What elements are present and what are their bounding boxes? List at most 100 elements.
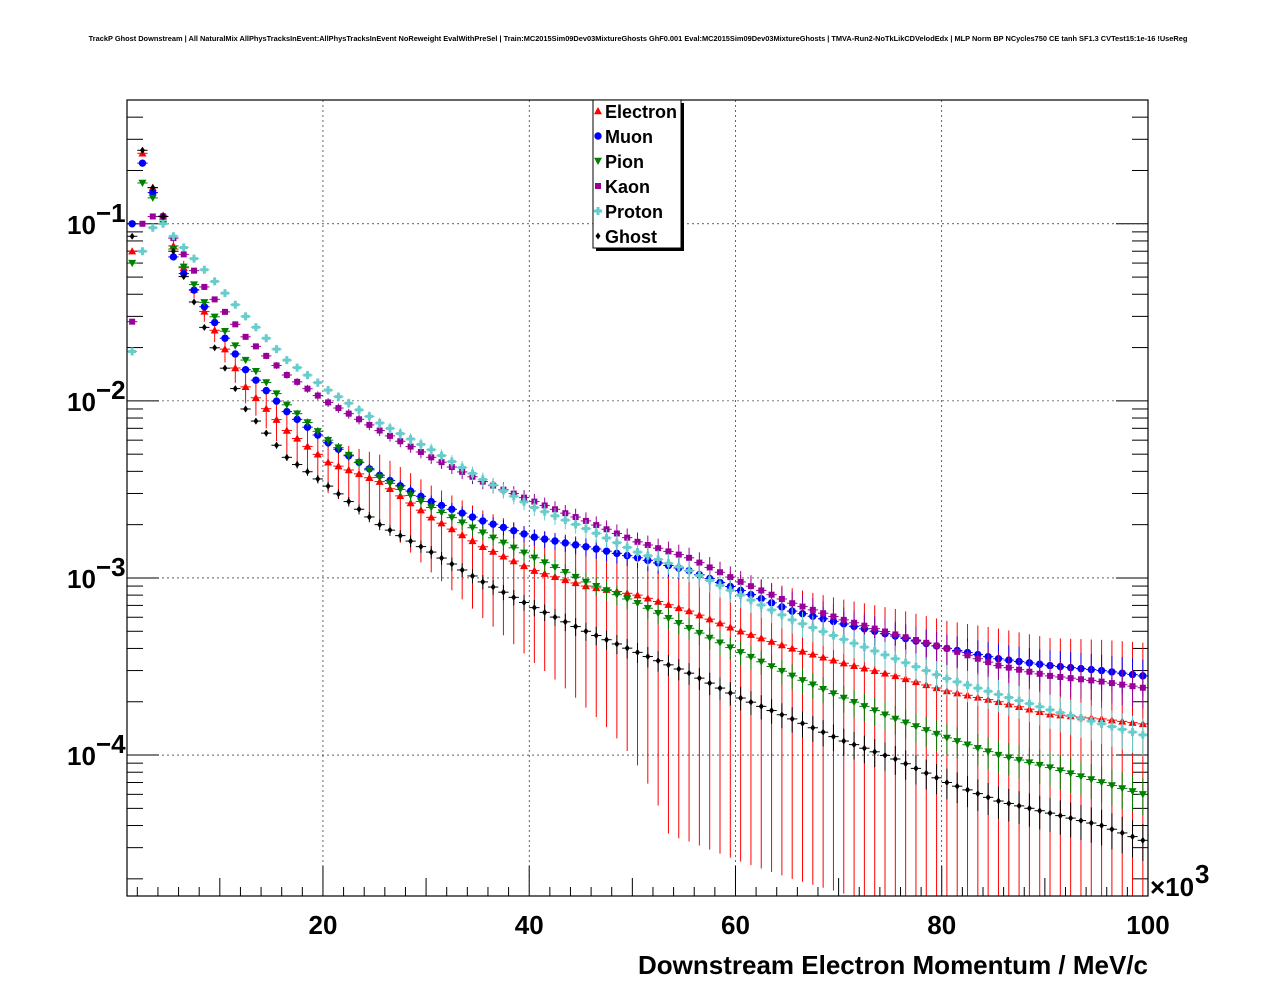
data-point: [726, 623, 735, 631]
data-point: [1128, 788, 1137, 796]
data-point: [1035, 702, 1044, 711]
data-point: [829, 631, 838, 640]
data-point: [150, 184, 156, 192]
data-point: [686, 669, 692, 677]
data-point: [973, 744, 982, 753]
data-point: [746, 653, 755, 662]
data-point: [561, 569, 570, 577]
data-point: [211, 296, 218, 303]
data-point: [437, 509, 446, 517]
data-point: [149, 188, 157, 197]
data-point: [1138, 730, 1147, 739]
data-point: [748, 698, 754, 706]
data-point: [788, 644, 797, 652]
data-point: [469, 572, 475, 580]
data-point: [159, 219, 168, 228]
data-point: [550, 564, 559, 572]
data-point: [1108, 680, 1115, 687]
data-point: [984, 748, 993, 756]
data-point: [355, 469, 364, 478]
data-point: [819, 685, 828, 694]
data-point: [860, 664, 869, 672]
data-point: [716, 619, 725, 627]
data-point: [272, 415, 281, 423]
data-point: [1119, 681, 1126, 688]
data-point: [241, 382, 250, 391]
data-point: [676, 665, 682, 673]
x-tick-label: 100: [1126, 910, 1169, 940]
data-point: [550, 511, 559, 520]
data-point: [212, 344, 218, 352]
data-point: [695, 611, 704, 619]
data-point: [798, 677, 807, 685]
data-point: [365, 473, 374, 481]
data-point: [241, 365, 250, 374]
data-point: [149, 213, 156, 220]
data-point: [386, 432, 393, 439]
data-point: [169, 253, 178, 261]
data-point: [551, 537, 559, 545]
data-point: [891, 654, 900, 663]
data-point: [511, 593, 517, 601]
data-point: [324, 458, 333, 466]
legend: Electron Muon Pion Kaon Proton Ghost: [592, 99, 684, 251]
data-point: [665, 661, 671, 669]
data-point: [272, 397, 281, 405]
data-point: [447, 457, 456, 466]
data-point: [602, 587, 611, 595]
data-point: [262, 404, 271, 412]
data-point: [179, 243, 188, 252]
data-point: [377, 521, 383, 529]
data-point: [922, 727, 931, 735]
legend-item-electron: Electron: [594, 102, 677, 122]
data-point: [1107, 782, 1116, 790]
data-point: [942, 734, 951, 742]
data-point: [375, 418, 384, 427]
data-point: [437, 451, 446, 460]
data-point: [1077, 676, 1084, 683]
data-points: [127, 146, 1148, 896]
data-point: [654, 555, 663, 564]
data-point: [696, 674, 702, 682]
data-point: [428, 548, 434, 556]
data-point: [489, 534, 498, 542]
data-point: [397, 438, 404, 445]
data-point: [779, 711, 785, 719]
data-point: [645, 653, 651, 661]
data-point: [406, 492, 415, 500]
data-point: [458, 530, 467, 539]
data-point: [509, 557, 518, 565]
data-point: [262, 379, 271, 387]
data-point: [396, 486, 405, 494]
data-point: [746, 596, 755, 605]
data-point: [1006, 799, 1012, 807]
data-point: [573, 623, 579, 631]
data-point: [274, 441, 280, 449]
data-point: [593, 631, 599, 639]
data-point: [284, 453, 290, 461]
data-point: [635, 648, 640, 656]
data-point: [160, 212, 166, 220]
data-point: [789, 715, 795, 723]
data-point: [520, 549, 529, 557]
data-point: [995, 662, 1002, 669]
data-point: [1097, 719, 1106, 728]
data-point: [633, 600, 642, 608]
data-point: [860, 703, 869, 711]
data-point: [170, 247, 176, 255]
y-tick-label-exponent: −4: [96, 729, 126, 759]
data-point: [335, 405, 342, 412]
data-point: [861, 622, 868, 629]
data-point: [407, 443, 414, 450]
data-point: [396, 491, 405, 500]
data-point: [128, 247, 137, 255]
data-point: [1119, 829, 1125, 837]
data-point: [829, 656, 838, 664]
data-point: [1138, 791, 1147, 799]
data-point: [416, 506, 425, 514]
data-point: [222, 364, 228, 372]
data-point: [231, 300, 240, 309]
data-point: [860, 643, 869, 652]
data-point: [129, 232, 135, 240]
data-point: [210, 318, 219, 327]
